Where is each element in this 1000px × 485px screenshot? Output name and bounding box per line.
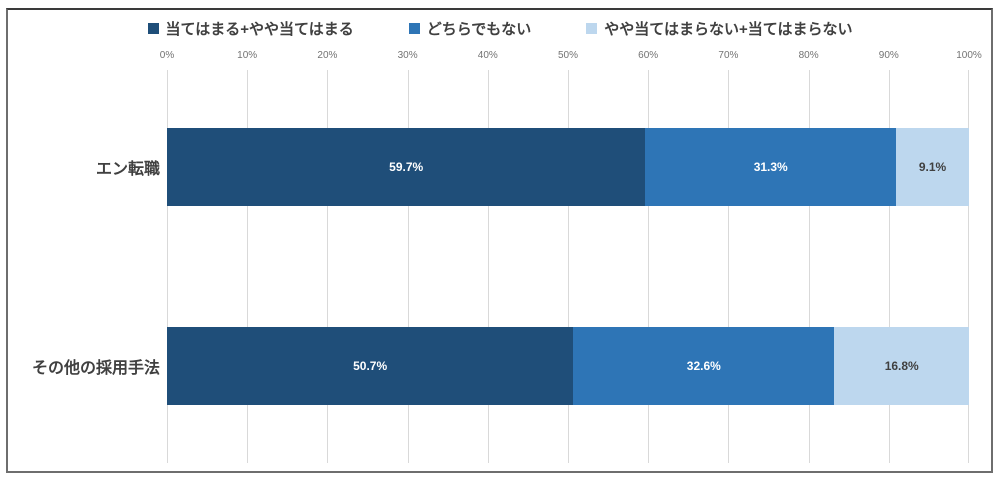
legend-label: やや当てはまらない+当てはまらない [604, 21, 853, 38]
legend-item: やや当てはまらない+当てはまらない [586, 18, 852, 39]
x-axis-tick: 10% [237, 50, 258, 61]
bar-segment: 32.6% [573, 327, 835, 405]
legend-label: どちらでもない [426, 21, 532, 38]
x-axis-tick: 50% [557, 50, 579, 61]
bar-segment: 59.7% [167, 128, 646, 206]
bar-value-label: 9.1% [918, 160, 947, 174]
bar-value-label: 50.7% [353, 359, 388, 373]
bar-segment: 9.1% [896, 128, 970, 206]
bar-segment: 31.3% [645, 128, 897, 206]
x-axis-tick: 0% [159, 50, 175, 61]
bar-value-label: 31.3% [753, 160, 788, 174]
legend-swatch-icon [408, 23, 420, 34]
x-axis: 0% 10% 20% 30% 40% 50% 60% 70% 80% 90% 1… [160, 50, 982, 64]
gridline [487, 70, 489, 463]
category-label: エン転職 [95, 161, 160, 178]
bar-value-label: 32.6% [686, 359, 721, 373]
x-axis-tick: 60% [638, 50, 659, 61]
gridline [247, 70, 249, 463]
plot-area: 59.7% 31.3% 9.1% 50.7% 32.6% 16.8% [167, 70, 970, 463]
legend-item: どちらでもない [408, 18, 532, 39]
legend-swatch-icon [586, 23, 598, 34]
gridline [568, 70, 569, 463]
gridline [888, 70, 890, 463]
legend: 当てはまる+やや当てはまる どちらでもない やや当てはまらない+当てはまらない [0, 18, 1000, 39]
legend-item: 当てはまる+やや当てはまる [147, 18, 354, 39]
bar-row-other-methods: 50.7% 32.6% 16.8% [167, 327, 970, 405]
legend-label: 当てはまる+やや当てはまる [165, 21, 354, 38]
gridline [648, 70, 650, 463]
bar-row-en-tenshoku: 59.7% 31.3% 9.1% [167, 128, 970, 206]
x-axis-tick: 70% [718, 50, 739, 61]
bar-value-label: 16.8% [884, 359, 919, 373]
x-axis-tick: 90% [878, 50, 899, 61]
x-axis-tick: 100% [956, 50, 982, 61]
bar-segment: 16.8% [834, 327, 970, 405]
gridline [167, 70, 168, 463]
x-axis-tick: 20% [317, 50, 338, 61]
gridline [728, 70, 730, 463]
legend-swatch-icon [147, 23, 159, 34]
gridline [407, 70, 409, 463]
gridline [327, 70, 329, 463]
gridline [808, 70, 810, 463]
x-axis-tick: 40% [477, 50, 498, 61]
bar-segment: 50.7% [167, 327, 574, 405]
gridline [968, 70, 969, 463]
bar-value-label: 59.7% [389, 160, 424, 174]
x-axis-tick: 80% [798, 50, 819, 61]
chart-frame [6, 8, 993, 473]
x-axis-tick: 30% [397, 50, 418, 61]
category-label: その他の採用手法 [31, 360, 160, 377]
